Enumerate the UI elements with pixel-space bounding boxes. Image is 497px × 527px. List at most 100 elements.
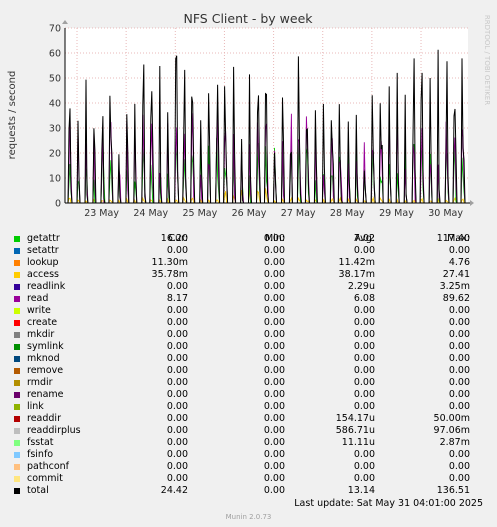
legend-name: fsinfo [27,449,54,460]
legend-min: 0.00 [263,413,285,424]
legend-min: 0.00 [263,473,285,484]
legend-avg: 0.00 [353,401,375,412]
legend-row-setattr: setattr 0.00 0.00 0.00 0.00 [0,245,497,257]
legend-cur: 0.00 [166,341,188,352]
x-tick-label: 24 May [133,208,168,219]
legend-cur: 0.00 [166,353,188,364]
legend-swatch [14,284,20,290]
y-tick-label: 20 [49,149,61,160]
legend-min: 0.00 [263,317,285,328]
legend-avg: 0.00 [353,377,375,388]
legend-min: 0.00 [263,281,285,292]
legend-max: 0.00 [448,365,470,376]
legend-avg: 2.29u [347,281,375,292]
legend-min: 0.00 [263,437,285,448]
legend-avg: 586.71u [335,425,375,436]
x-tick-label: 23 May [84,208,119,219]
legend-avg: 11.11u [341,437,375,448]
legend-avg: 0.00 [353,245,375,256]
legend-min: 0.00 [263,233,285,244]
legend-max: 2.87m [439,437,470,448]
legend-cur: 0.00 [166,449,188,460]
legend-row-write: write 0.00 0.00 0.00 0.00 [0,305,497,317]
chart-area: NFS Client - by week requests / second R… [0,0,497,232]
legend-max: 0.00 [448,461,470,472]
legend-swatch [14,320,20,326]
y-axis-arrow [62,20,68,24]
legend-name: rmdir [27,377,53,388]
legend-swatch [14,272,20,278]
legend-min: 0.00 [263,425,285,436]
legend-avg: 7.02 [353,233,375,244]
legend-name: symlink [27,341,64,352]
legend-cur: 0.00 [166,425,188,436]
legend-header-cur: Cur: [168,233,188,244]
legend-cur: 0.00 [166,365,188,376]
legend-name: fsstat [27,437,54,448]
legend-max: 136.51 [436,485,470,496]
legend-avg: 0.00 [353,305,375,316]
legend-cur: 0.00 [166,377,188,388]
legend-name: pathconf [27,461,69,472]
legend-max: 0.00 [448,341,470,352]
legend-name: remove [27,365,64,376]
legend-name: rename [27,389,64,400]
legend-name: mkdir [27,329,55,340]
y-tick-label: 70 [49,24,61,35]
legend-avg: 0.00 [353,473,375,484]
rrdtool-watermark: RRDTOOL / TOBI OETIKER [483,15,491,105]
legend-row-fsinfo: fsinfo 0.00 0.00 0.00 0.00 [0,449,497,461]
legend-name: link [27,401,44,412]
legend-row-commit: commit 0.00 0.00 0.00 0.00 [0,473,497,485]
legend-min: 0.00 [263,341,285,352]
legend-min: 0.00 [263,449,285,460]
y-tick-label: 10 [49,174,61,185]
legend-name: getattr [27,233,60,244]
legend-min: 0.00 [263,365,285,376]
legend-avg: 0.00 [353,365,375,376]
legend-row-lookup: lookup 11.30m 0.00 11.42m 4.76 [0,257,497,269]
legend-row-read: read 8.17 0.00 6.08 89.62 [0,293,497,305]
legend-name: readdir [27,413,61,424]
legend-cur: 0.00 [166,305,188,316]
legend-name: readdirplus [27,425,81,436]
y-tick-label: 40 [49,99,61,110]
legend-row-readdirplus: readdirplus 0.00 0.00 586.71u 97.06m [0,425,497,437]
legend-min: 0.00 [263,353,285,364]
legend-avg: 13.14 [347,485,375,496]
legend-swatch [14,404,20,410]
legend-header-avg: Avg: [354,233,375,244]
legend-avg: 0.00 [353,389,375,400]
legend-name: read [27,293,49,304]
x-tick-labels: 23 May 24 May 25 May 26 May 27 May 28 May 29 M… [84,208,463,219]
chart-title: NFS Client - by week [183,11,313,26]
legend-swatch [14,452,20,458]
legend-swatch [14,488,20,494]
legend-cur: 0.00 [166,473,188,484]
legend-max: 4.76 [448,257,470,268]
x-tick-label: 25 May [182,208,217,219]
legend-min: 0.00 [263,305,285,316]
legend-cur: 0.00 [166,281,188,292]
legend-min: 0.00 [263,257,285,268]
y-tick-label: 60 [49,49,61,60]
legend-name: mknod [27,353,60,364]
legend-cur: 24.42 [160,485,188,496]
legend-swatch [14,248,20,254]
legend-cur: 0.00 [166,317,188,328]
legend-cur: 8.17 [166,293,188,304]
legend-cur: 0.00 [166,461,188,472]
last-update: Last update: Sat May 31 04:01:00 2025 [294,498,483,509]
legend-max: 0.00 [448,329,470,340]
legend-swatch [14,260,20,266]
legend-cur: 0.00 [166,389,188,400]
legend-cur: 0.00 [166,329,188,340]
legend-min: 0.00 [263,245,285,256]
legend-row-remove: remove 0.00 0.00 0.00 0.00 [0,365,497,377]
legend-max: 0.00 [448,449,470,460]
legend-max: 0.00 [448,377,470,388]
legend-cur: 0.00 [166,437,188,448]
x-tick-label: 28 May [330,208,365,219]
legend-min: 0.00 [263,401,285,412]
legend-swatch [14,344,20,350]
